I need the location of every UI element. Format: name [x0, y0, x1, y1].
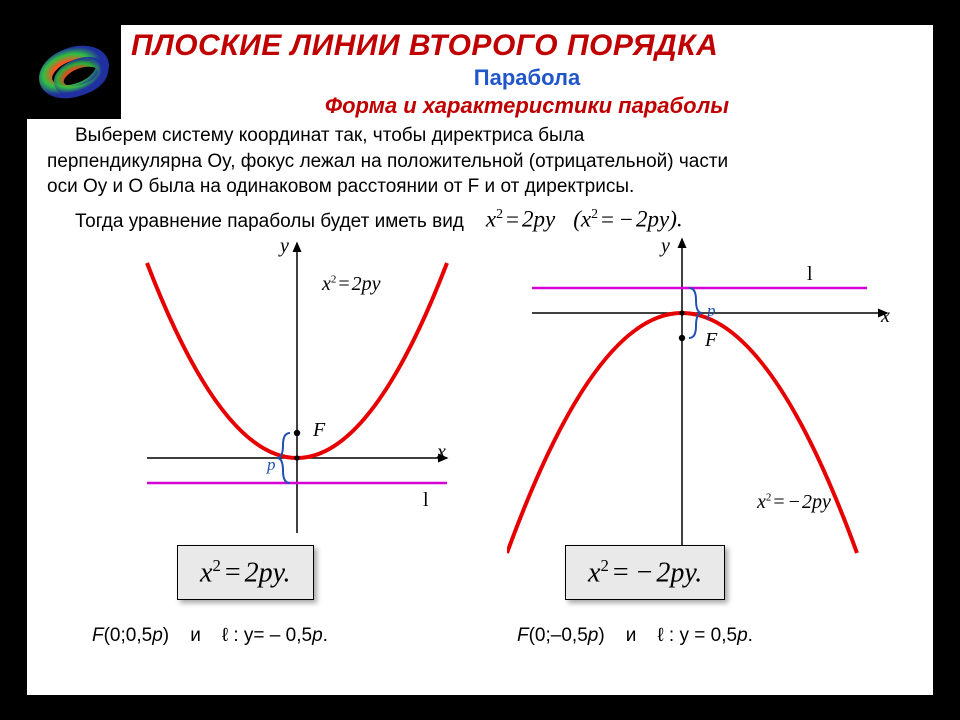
para-line3: оси Oy и O была на одинаковом расстоянии…: [47, 176, 634, 197]
equation-intro-line: Тогда уравнение параболы будет иметь вид…: [27, 200, 933, 233]
left-focus-label: F: [313, 419, 325, 442]
charts-area: y x2=2py F x p l x2=2py. F(0;0,5p) и ℓ :…: [27, 233, 933, 663]
right-equation-label: x2=−2py: [757, 491, 831, 514]
right-directrix-label: l: [807, 263, 813, 286]
right-equation-box: x2=−2py.: [565, 545, 725, 600]
subtitle-topic: Парабола: [131, 65, 923, 91]
left-param-label: p: [267, 455, 276, 475]
page-title: ПЛОСКИЕ ЛИНИИ ВТОРОГО ПОРЯДКА: [131, 29, 923, 63]
left-axis-x-label: x: [437, 441, 446, 464]
equation-intro-text: Тогда уравнение параболы будет иметь вид: [47, 211, 464, 233]
left-parabola-chart: [67, 233, 487, 563]
right-param-label: p: [707, 301, 716, 321]
left-equation-label: x2=2py: [322, 273, 381, 296]
torus-icon: [27, 25, 121, 119]
left-axis-y-label: y: [280, 235, 289, 258]
right-axis-y-label: y: [661, 235, 670, 258]
subtitle-section: Форма и характеристики параболы: [131, 93, 923, 119]
right-axis-x-label: x: [881, 305, 890, 328]
body-paragraph: Выберем систему координат так, чтобы дир…: [27, 119, 933, 200]
left-caption: F(0;0,5p) и ℓ : y= – 0,5p.: [92, 625, 328, 647]
left-equation-box: x2=2py.: [177, 545, 314, 600]
para-line1: Выберем систему координат так, чтобы дир…: [75, 125, 584, 146]
right-parabola-chart: [507, 233, 927, 563]
right-caption: F(0;–0,5p) и ℓ : y = 0,5p.: [517, 625, 753, 647]
para-line2: перпендикулярна Oy, фокус лежал на полож…: [47, 151, 728, 172]
page: ПЛОСКИЕ ЛИНИИ ВТОРОГО ПОРЯДКА Парабола Ф…: [26, 24, 934, 696]
inline-equation-2: (x2=−2py).: [573, 206, 682, 233]
left-directrix-label: l: [423, 489, 429, 512]
header: ПЛОСКИЕ ЛИНИИ ВТОРОГО ПОРЯДКА Парабола Ф…: [27, 25, 933, 119]
right-focus-label: F: [705, 329, 717, 352]
inline-equation-1: x2=2py: [486, 206, 555, 233]
heading-block: ПЛОСКИЕ ЛИНИИ ВТОРОГО ПОРЯДКА Парабола Ф…: [121, 25, 933, 119]
